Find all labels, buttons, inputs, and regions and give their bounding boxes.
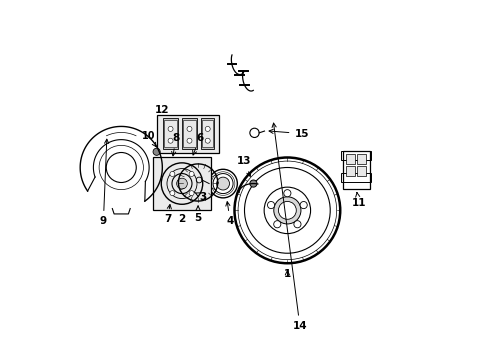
Circle shape [189, 171, 194, 176]
Text: 5: 5 [194, 206, 201, 222]
Text: 15: 15 [268, 129, 308, 139]
Text: 13: 13 [237, 157, 251, 176]
Bar [153, 157, 210, 210]
Bar [340, 173, 370, 182]
Circle shape [186, 138, 192, 143]
Circle shape [278, 202, 296, 219]
Circle shape [169, 171, 175, 176]
Bar [164, 120, 176, 147]
Text: 3: 3 [194, 192, 206, 202]
Circle shape [189, 191, 194, 196]
Circle shape [216, 177, 229, 190]
Circle shape [283, 190, 290, 197]
Text: 9: 9 [100, 139, 108, 226]
Text: 8: 8 [171, 133, 179, 156]
Bar [340, 152, 370, 160]
Circle shape [273, 197, 300, 224]
Text: 11: 11 [351, 193, 366, 208]
Bar [183, 120, 195, 147]
Bar [202, 120, 213, 147]
Bar [182, 118, 197, 149]
Circle shape [293, 221, 301, 228]
Text: 2: 2 [178, 214, 185, 224]
Circle shape [249, 180, 257, 187]
Bar [157, 114, 219, 153]
Circle shape [168, 138, 173, 143]
Bar [356, 154, 365, 164]
Bar [346, 154, 354, 164]
Bar [201, 118, 214, 149]
Text: 6: 6 [192, 133, 203, 155]
Circle shape [186, 126, 192, 131]
Circle shape [205, 138, 210, 143]
Text: 10: 10 [142, 131, 156, 147]
Bar [356, 166, 365, 176]
Circle shape [205, 126, 210, 131]
Text: 4: 4 [225, 202, 233, 226]
Circle shape [176, 178, 187, 189]
Circle shape [169, 191, 175, 196]
Text: 7: 7 [163, 204, 171, 224]
Circle shape [168, 126, 173, 131]
Circle shape [153, 148, 160, 156]
Text: 12: 12 [155, 105, 169, 115]
Circle shape [267, 202, 274, 209]
Text: 14: 14 [271, 123, 306, 331]
Bar [163, 118, 178, 149]
Bar [342, 152, 369, 189]
Bar [346, 166, 354, 176]
Text: 1: 1 [283, 269, 290, 279]
Circle shape [300, 202, 306, 209]
Circle shape [273, 221, 280, 228]
